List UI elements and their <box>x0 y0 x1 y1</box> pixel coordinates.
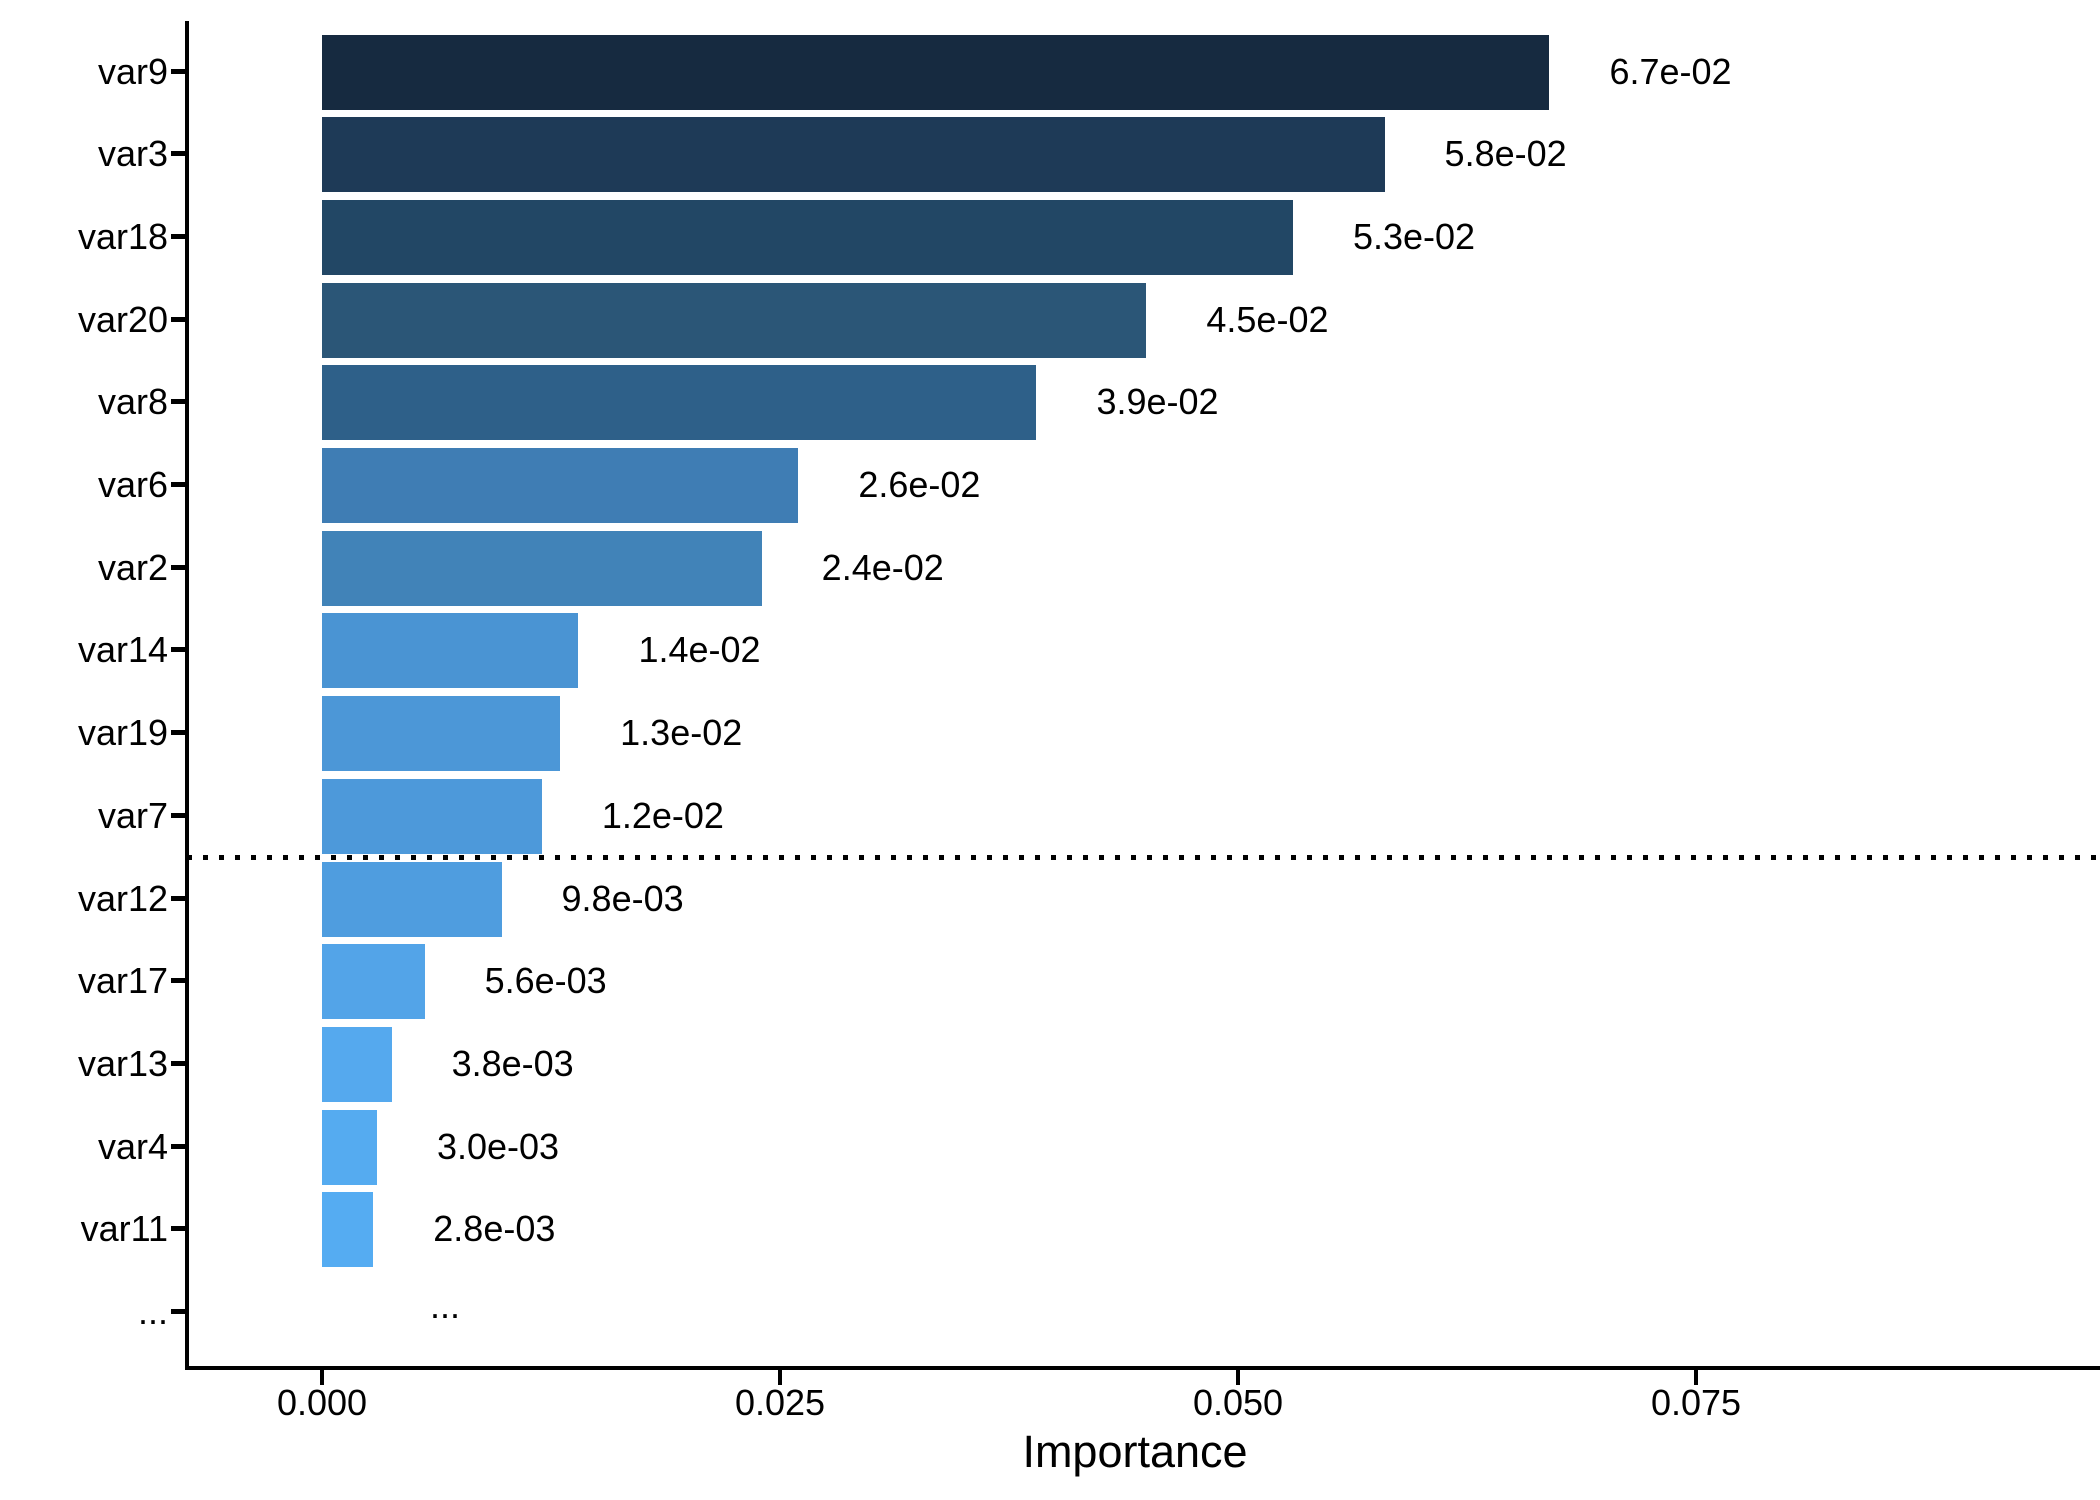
bar-value-label: 9.8e-03 <box>561 877 684 919</box>
bar <box>322 282 1146 358</box>
bar <box>322 1109 377 1185</box>
y-axis-tick-label: var7 <box>97 794 168 836</box>
bar-value-label: 5.3e-02 <box>1352 215 1476 257</box>
y-axis-tick-mark <box>171 647 187 653</box>
bar <box>322 1026 392 1102</box>
x-axis-tick-label: 0.050 <box>1192 1382 1284 1423</box>
y-axis-tick-label: var17 <box>77 960 168 1002</box>
y-axis-tick-label: var2 <box>97 546 168 588</box>
y-axis-line <box>185 21 189 1370</box>
bar <box>322 34 1549 110</box>
y-axis-tick-mark <box>171 233 187 239</box>
plot-ellipsis-label: ... <box>430 1285 461 1326</box>
bar <box>322 778 542 854</box>
y-axis-tick-label: var13 <box>77 1042 168 1084</box>
y-axis-tick-label: ... <box>137 1291 168 1332</box>
y-axis-tick-label: var14 <box>77 629 168 671</box>
bar-value-label: 3.8e-03 <box>451 1042 574 1084</box>
bar <box>322 448 798 523</box>
bar <box>322 199 1293 275</box>
x-axis-tick-label: 0.075 <box>1650 1382 1742 1423</box>
y-axis-tick-label: var3 <box>97 133 168 175</box>
y-axis-tick-mark <box>171 730 187 736</box>
bar <box>322 530 762 606</box>
y-axis-tick-mark <box>171 812 187 818</box>
y-axis-tick-mark <box>171 316 187 322</box>
y-axis-tick-mark <box>171 1309 187 1314</box>
y-axis-tick-label: var18 <box>77 215 168 257</box>
y-axis-tick-mark <box>171 564 187 570</box>
bar <box>322 613 578 689</box>
bar-value-label: 1.2e-02 <box>601 794 724 836</box>
bar <box>322 944 425 1020</box>
threshold-dotted-line <box>187 855 2100 860</box>
x-axis-line <box>185 1366 2100 1370</box>
x-axis-tick-label: 0.025 <box>734 1382 826 1423</box>
x-axis-tick-mark <box>320 1370 324 1385</box>
bar-value-label: 6.7e-02 <box>1609 50 1732 92</box>
bar-value-label: 5.8e-02 <box>1444 133 1567 175</box>
y-axis-tick-label: var20 <box>77 298 168 340</box>
bar-value-label: 5.6e-03 <box>484 960 607 1002</box>
y-axis-tick-label: var6 <box>97 464 168 505</box>
bar-value-label: 1.3e-02 <box>620 712 743 754</box>
y-axis-tick-mark <box>171 1060 187 1066</box>
bar <box>322 1192 373 1268</box>
y-axis-tick-mark <box>171 68 187 74</box>
x-axis-tick-mark <box>1694 1370 1698 1385</box>
y-axis-tick-label: var11 <box>80 1208 168 1250</box>
y-axis-tick-label: var4 <box>97 1125 168 1167</box>
bar <box>322 696 560 772</box>
bar-value-label: 4.5e-02 <box>1206 298 1329 340</box>
y-axis-tick-label: var12 <box>77 877 168 919</box>
y-axis-tick-mark <box>171 482 187 487</box>
bar-value-label: 2.4e-02 <box>821 546 944 588</box>
y-axis-tick-mark <box>171 1226 187 1232</box>
x-axis-title: Importance <box>1022 1426 1248 1477</box>
y-axis-tick-mark <box>171 978 187 984</box>
y-axis-tick-label: var19 <box>77 712 168 754</box>
bar <box>322 117 1385 193</box>
y-axis-tick-mark <box>171 151 187 157</box>
x-axis-tick-label: 0.000 <box>276 1382 368 1423</box>
y-axis-tick-mark <box>171 1143 187 1149</box>
bar-value-label: 2.8e-03 <box>433 1208 556 1250</box>
bar-value-label: 2.6e-02 <box>858 464 981 505</box>
y-axis-tick-mark <box>171 895 187 901</box>
bar-value-label: 1.4e-02 <box>638 629 761 671</box>
bar-value-label: 3.0e-03 <box>436 1125 560 1167</box>
bar-value-label: 3.9e-02 <box>1096 381 1219 423</box>
bar <box>322 365 1036 441</box>
y-axis-tick-label: var8 <box>97 381 168 423</box>
x-axis-tick-mark <box>1236 1370 1240 1385</box>
y-axis-tick-mark <box>171 399 187 405</box>
bar <box>322 861 502 937</box>
y-axis-tick-label: var9 <box>97 50 168 92</box>
x-axis-tick-mark <box>778 1370 782 1385</box>
